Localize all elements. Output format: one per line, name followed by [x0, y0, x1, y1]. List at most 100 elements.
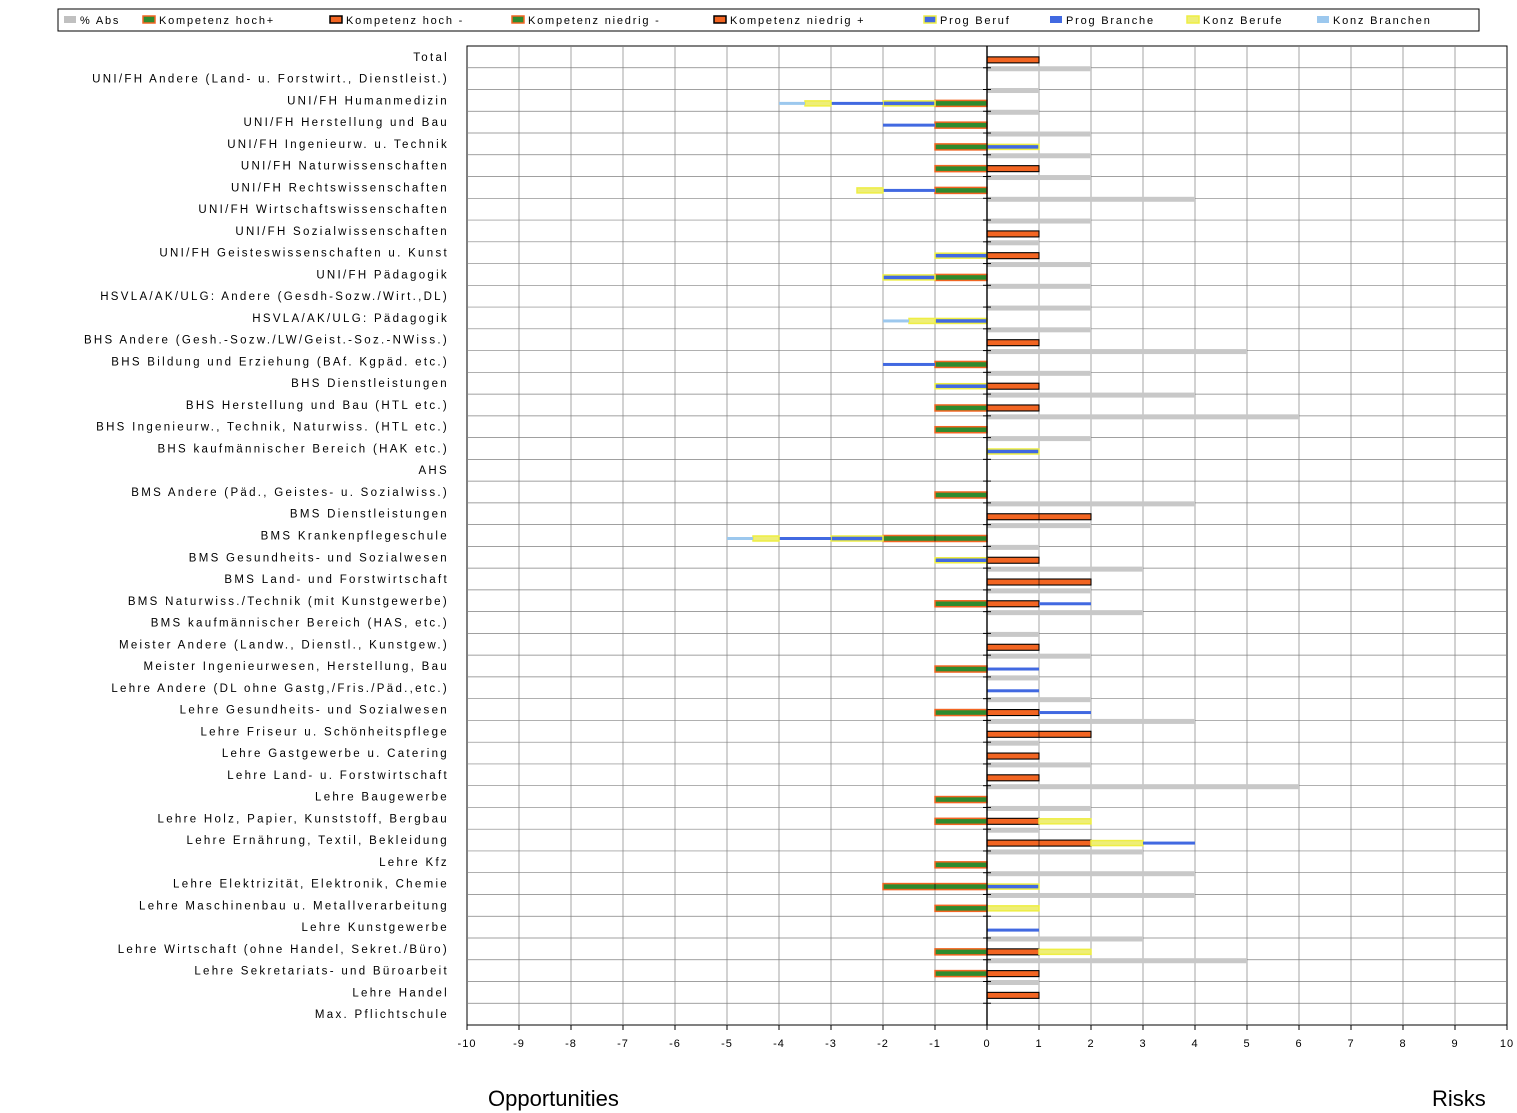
x-tick-label: -10 [458, 1038, 477, 1050]
bar-prog-branche [1039, 602, 1091, 606]
category-label: Lehre Wirtschaft (ohne Handel, Sekret./B… [118, 944, 449, 956]
category-label: HSVLA/AK/ULG: Andere (Gesdh-Sozw./Wirt.,… [100, 291, 449, 303]
bar-prog-branche [1143, 841, 1195, 845]
bar-kompetenz-niedrig [934, 99, 988, 108]
category-label: Lehre Andere (DL ohne Gastg,/Fris./Päd.,… [111, 683, 449, 695]
category-label: BMS Gesundheits- und Sozialwesen [189, 552, 449, 564]
category-label: BHS Andere (Gesh.-Sozw./LW/Geist.-Soz.-N… [84, 335, 449, 347]
bar-kompetenz-niedrig [934, 861, 988, 869]
bar-kompetenz-niedrig [934, 904, 988, 913]
category-label: Meister Andere (Landw., Dienstl., Kunstg… [119, 639, 449, 651]
category-label: Lehre Ernährung, Textil, Bekleidung [187, 835, 450, 847]
bar-prog-beruf [986, 883, 1040, 890]
x-axis-right-label: Risks [1432, 1086, 1486, 1111]
bar-abs [987, 610, 1143, 616]
x-tick-label: 8 [1399, 1038, 1406, 1050]
category-label: UNI/FH Geisteswissenschaften u. Kunst [159, 248, 449, 260]
category-label: BHS kaufmännischer Bereich (HAK etc.) [157, 443, 449, 455]
category-label: Lehre Maschinenbau u. Metallverarbeitung [139, 900, 449, 912]
x-tick-label: 6 [1295, 1038, 1302, 1050]
bar-abs [987, 936, 1143, 942]
category-label: Max. Pflichtschule [315, 1009, 449, 1021]
bar-konz-berufe [856, 187, 884, 194]
bar-abs [987, 370, 1091, 376]
category-label: Lehre Gastgewerbe u. Catering [222, 748, 449, 760]
bar-abs [987, 262, 1091, 268]
bar-abs [987, 523, 1091, 529]
category-label: Lehre Elektrizität, Elektronik, Chemie [173, 879, 449, 891]
bar-kompetenz-niedrig [934, 164, 988, 173]
bar-abs [987, 892, 1195, 898]
bar-abs [987, 697, 1091, 703]
bar-kompetenz-hoch [986, 56, 1040, 64]
bar-kompetenz-hoch [986, 165, 1040, 173]
category-label: Total [413, 52, 449, 64]
bar-abs [987, 740, 1039, 746]
bar-abs [987, 501, 1195, 507]
legend-label: Konz Branchen [1333, 15, 1432, 27]
x-tick-label: 1 [1035, 1038, 1042, 1050]
x-tick-label: 2 [1087, 1038, 1094, 1050]
x-tick-label: -8 [565, 1038, 577, 1050]
bar-abs [987, 762, 1091, 768]
category-label: UNI/FH Pädagogik [316, 269, 449, 281]
legend-label: Prog Beruf [940, 15, 1011, 27]
bar-kompetenz-niedrig [934, 708, 988, 717]
legend: % Abs Kompetenz hoch+ Kompetenz hoch - Komp… [57, 8, 1480, 32]
bar-abs [987, 653, 1091, 659]
bar-abs [987, 871, 1195, 877]
legend-swatch [713, 15, 727, 24]
x-tick-label: -1 [929, 1038, 941, 1050]
bar-kompetenz-hoch [986, 774, 1040, 782]
legend-swatch [1050, 16, 1062, 23]
category-label: UNI/FH Naturwissenschaften [241, 161, 449, 173]
legend-label: % Abs [80, 15, 120, 27]
legend-label: Kompetenz hoch+ [159, 15, 275, 27]
category-label: Lehre Holz, Papier, Kunststoff, Bergbau [158, 813, 450, 825]
category-label: AHS [418, 465, 449, 477]
x-tick-label: 9 [1451, 1038, 1458, 1050]
bar-prog-beruf [986, 448, 1040, 455]
bar-kompetenz-niedrig [934, 273, 988, 282]
bar-prog-beruf [934, 557, 988, 564]
category-label: BMS Land- und Forstwirtschaft [224, 574, 449, 586]
bar-kompetenz-hoch [986, 817, 1040, 825]
bar-prog-branche [987, 667, 1039, 671]
bar-prog-beruf [934, 382, 988, 390]
bar-kompetenz-niedrig [934, 817, 988, 826]
bar-kompetenz-niedrig [934, 186, 988, 195]
bar-abs [987, 196, 1195, 202]
bar-konz-berufe [1038, 818, 1092, 825]
bar-kompetenz-hoch [986, 970, 1040, 978]
category-label: UNI/FH Herstellung und Bau [243, 117, 449, 129]
x-tick-label: -4 [773, 1038, 785, 1050]
bar-prog-beruf [986, 143, 1040, 151]
bar-abs [987, 349, 1247, 355]
bar-prog-branche [883, 123, 935, 127]
bar-abs [987, 958, 1247, 964]
x-tick-label: -9 [513, 1038, 525, 1050]
bar-kompetenz-hoch [986, 643, 1040, 651]
category-label: UNI/FH Andere (Land- u. Forstwirt., Dien… [92, 74, 449, 86]
category-label: BHS Bildung und Erziehung (BAf. Kgpäd. e… [111, 356, 449, 368]
bar-prog-beruf [882, 274, 936, 281]
bar-abs [987, 240, 1039, 246]
bar-prog-branche [987, 689, 1039, 693]
legend-swatch [329, 15, 343, 24]
bar-kompetenz-niedrig [934, 969, 988, 978]
bar-abs [987, 631, 1039, 637]
category-label: HSVLA/AK/ULG: Pädagogik [252, 313, 449, 325]
bar-kompetenz-niedrig [934, 600, 988, 608]
bar-abs [987, 305, 1091, 311]
x-tick-label: 4 [1191, 1038, 1198, 1050]
category-label: BMS Krankenpflegeschule [261, 531, 449, 543]
bar-abs [987, 218, 1091, 224]
x-tick-label: -2 [877, 1038, 889, 1050]
bar-prog-branche [779, 537, 831, 540]
bar-prog-beruf [882, 100, 936, 107]
bar-kompetenz-hoch [986, 556, 1040, 564]
bar-abs [987, 849, 1143, 855]
bar-konz-berufe [986, 905, 1040, 912]
x-tick-label: -7 [617, 1038, 629, 1050]
